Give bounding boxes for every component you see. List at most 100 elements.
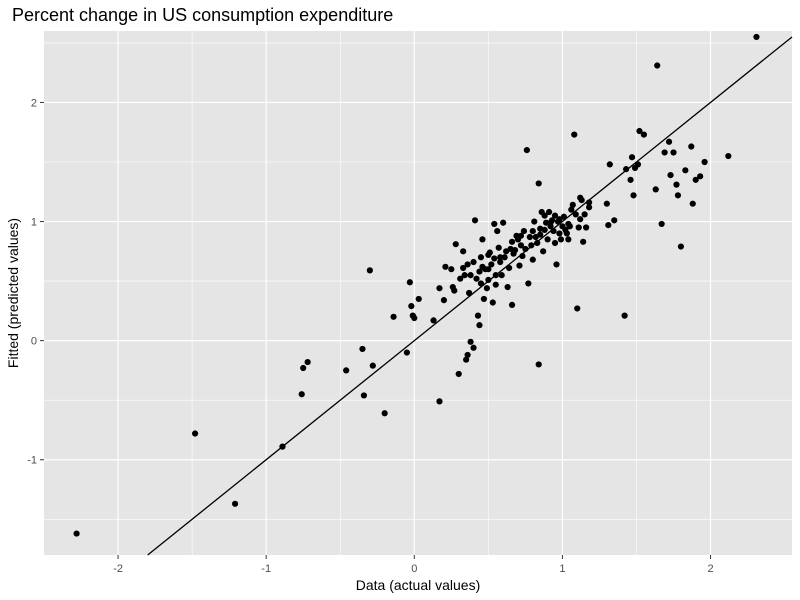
data-point	[436, 285, 443, 292]
data-point	[359, 345, 366, 353]
data-point	[725, 152, 732, 160]
data-point	[471, 217, 479, 224]
data-point	[442, 263, 449, 270]
data-point	[463, 356, 470, 363]
data-point	[485, 266, 492, 273]
data-point	[585, 204, 593, 211]
data-point	[300, 364, 307, 372]
data-point	[540, 248, 547, 255]
data-point	[489, 299, 496, 306]
data-point	[477, 280, 485, 287]
data-point	[516, 262, 523, 269]
data-point	[634, 161, 642, 168]
data-point	[480, 295, 488, 303]
data-point	[497, 258, 504, 266]
data-point	[529, 256, 536, 263]
plot-panel	[44, 31, 792, 555]
x-tick-label: -1	[261, 563, 271, 575]
data-point	[697, 173, 704, 180]
data-point	[476, 322, 483, 329]
data-point	[574, 305, 581, 312]
data-point	[298, 391, 305, 398]
y-tick-label: 1	[31, 217, 37, 229]
data-point	[557, 236, 565, 243]
data-point	[545, 208, 553, 216]
data-point	[360, 392, 368, 399]
data-point	[470, 258, 477, 266]
data-point	[692, 176, 699, 183]
data-point	[485, 251, 492, 258]
data-point	[460, 264, 467, 272]
data-point	[455, 370, 462, 378]
data-point	[572, 211, 579, 218]
data-point	[473, 275, 480, 282]
data-point	[531, 218, 538, 225]
data-point	[654, 62, 661, 69]
data-point	[504, 283, 511, 291]
data-point	[575, 224, 582, 231]
data-point	[640, 131, 647, 138]
data-point	[523, 146, 530, 154]
data-point	[658, 220, 665, 228]
data-point	[508, 301, 516, 309]
data-point	[537, 225, 544, 232]
data-point	[667, 172, 674, 179]
data-point	[508, 238, 516, 245]
data-point	[606, 161, 613, 168]
data-point	[498, 272, 505, 279]
data-point	[520, 227, 528, 235]
data-point	[583, 224, 590, 231]
minor-grid	[44, 31, 792, 555]
data-point	[528, 242, 535, 249]
x-axis-title: Data (actual values)	[356, 577, 481, 593]
data-point	[673, 181, 680, 188]
data-point	[578, 197, 585, 204]
data-point	[343, 367, 350, 374]
y-tick-label: -1	[27, 455, 37, 467]
data-point	[670, 149, 677, 156]
data-point	[390, 313, 397, 320]
data-point	[701, 158, 708, 166]
data-point	[581, 211, 588, 218]
data-point	[464, 261, 471, 268]
data-point	[500, 219, 507, 226]
data-point	[366, 267, 373, 274]
data-point	[522, 245, 529, 253]
data-point	[457, 275, 464, 282]
data-point	[191, 430, 199, 437]
data-point	[479, 236, 486, 243]
data-point	[565, 236, 572, 243]
data-point	[452, 241, 459, 248]
data-point	[550, 227, 557, 235]
data-point	[406, 279, 413, 286]
data-point	[603, 200, 610, 207]
data-point	[519, 252, 526, 260]
data-point	[565, 220, 572, 228]
data-point	[537, 231, 544, 238]
data-point	[497, 254, 504, 261]
data-point	[491, 255, 498, 262]
data-point	[464, 351, 471, 359]
data-point	[304, 358, 311, 366]
chart-title: Percent change in US consumption expendi…	[12, 5, 393, 25]
x-tick-label: 1	[559, 563, 565, 575]
data-point	[505, 264, 513, 272]
data-point	[534, 239, 541, 247]
data-point	[525, 280, 532, 287]
data-point	[535, 180, 542, 187]
data-point	[630, 192, 637, 199]
data-point	[495, 244, 502, 251]
data-point	[628, 154, 636, 161]
data-point	[448, 266, 455, 273]
data-point	[611, 217, 618, 224]
data-point	[753, 33, 760, 41]
data-point	[403, 349, 410, 356]
data-point	[483, 285, 490, 292]
x-tick-label: 0	[411, 563, 417, 575]
data-point	[556, 230, 563, 237]
x-axis-ticks: -2 -1 0 1 2	[113, 555, 714, 575]
data-point	[529, 227, 536, 235]
data-point	[492, 281, 499, 288]
data-point	[541, 212, 548, 219]
data-point	[517, 232, 525, 239]
